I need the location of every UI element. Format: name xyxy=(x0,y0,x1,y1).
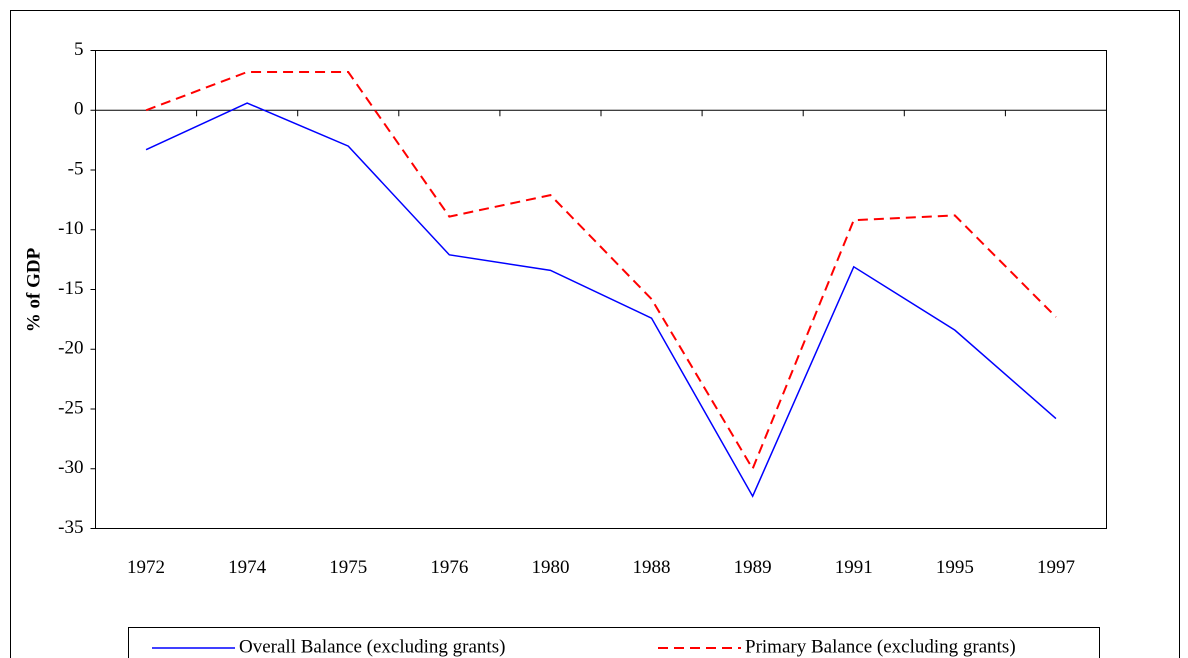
y-tick-label: 0 xyxy=(74,99,84,120)
y-axis-label: % of GDP xyxy=(23,247,44,332)
y-tick-label: -25 xyxy=(58,397,83,418)
y-tick-label: -5 xyxy=(68,158,84,179)
x-tick-label: 1972 xyxy=(127,557,165,578)
chart-border xyxy=(10,10,1180,658)
x-tick-label: 1974 xyxy=(228,557,267,578)
y-tick-label: -20 xyxy=(58,338,83,359)
x-tick-label: 1976 xyxy=(430,557,468,578)
series-line xyxy=(145,102,1057,498)
y-tick-label: 5 xyxy=(74,39,84,60)
y-tick-label: -10 xyxy=(58,218,83,239)
legend-label: Primary Balance (excluding grants) xyxy=(745,636,1016,657)
x-tick-label: 1988 xyxy=(633,557,671,578)
y-tick-label: -30 xyxy=(58,457,83,478)
x-tick-label: 1995 xyxy=(936,557,974,578)
legend-label: Overall Balance (excluding grants) xyxy=(239,636,505,657)
x-tick-label: 1997 xyxy=(1037,557,1075,578)
x-tick-label: 1989 xyxy=(734,557,772,578)
x-tick-label: 1980 xyxy=(531,557,569,578)
legend-box xyxy=(128,627,1100,658)
series-line xyxy=(145,71,1057,471)
x-tick-label: 1975 xyxy=(329,557,367,578)
plot-area xyxy=(95,50,1107,529)
y-tick-label: -15 xyxy=(58,278,83,299)
x-tick-label: 1991 xyxy=(835,557,873,578)
y-tick-label: -35 xyxy=(58,517,83,538)
